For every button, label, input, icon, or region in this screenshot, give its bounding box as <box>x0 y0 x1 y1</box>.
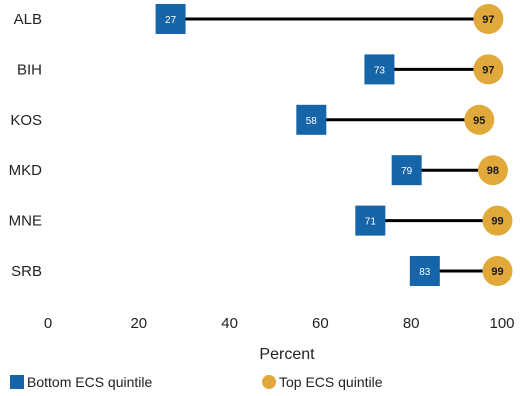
top-quintile-label-alb: 97 <box>482 14 494 26</box>
x-tick-label-20: 20 <box>130 315 147 332</box>
top-quintile-marker-mkd <box>477 155 508 186</box>
bottom-quintile-marker-alb <box>155 4 186 34</box>
x-tick-label-100: 100 <box>489 315 514 332</box>
bottom-quintile-label-mkd: 79 <box>401 166 413 177</box>
category-label-srb: SRB <box>11 263 42 280</box>
category-label-bih: BIH <box>17 61 42 78</box>
legend: Bottom ECS quintile Top ECS quintile <box>0 374 520 396</box>
bottom-quintile-marker-bih <box>364 54 395 85</box>
top-quintile-label-kos: 95 <box>473 115 485 127</box>
bottom-quintile-marker-mkd <box>391 155 422 186</box>
legend-swatch-top-quintile <box>262 375 276 389</box>
x-axis-label: Percent <box>259 346 315 363</box>
x-tick-label-60: 60 <box>312 315 329 332</box>
category-label-kos: KOS <box>10 112 42 129</box>
bottom-quintile-label-mne: 71 <box>365 217 377 228</box>
bottom-quintile-marker-kos <box>296 104 327 135</box>
legend-item-bottom-quintile: Bottom ECS quintile <box>10 374 152 390</box>
top-quintile-label-mkd: 98 <box>487 165 499 177</box>
category-label-alb: ALB <box>14 11 42 28</box>
bottom-quintile-label-kos: 58 <box>306 116 318 127</box>
top-quintile-label-bih: 97 <box>482 64 494 76</box>
top-quintile-marker-bih <box>473 54 504 85</box>
top-quintile-marker-mne <box>482 205 513 236</box>
legend-item-top-quintile: Top ECS quintile <box>262 374 383 390</box>
x-tick-label-0: 0 <box>44 315 52 332</box>
top-quintile-label-mne: 99 <box>491 216 503 228</box>
x-tick-label-40: 40 <box>221 315 238 332</box>
legend-swatch-bottom-quintile <box>10 375 24 389</box>
category-label-mne: MNE <box>9 213 42 230</box>
bottom-quintile-label-bih: 73 <box>374 65 386 76</box>
bottom-quintile-marker-mne <box>355 205 386 236</box>
category-label-mkd: MKD <box>9 162 43 179</box>
top-quintile-label-srb: 99 <box>491 266 503 278</box>
top-quintile-marker-srb <box>482 256 513 286</box>
bottom-quintile-marker-srb <box>409 256 440 286</box>
legend-label-bottom-quintile: Bottom ECS quintile <box>27 374 153 390</box>
bottom-quintile-label-alb: 27 <box>165 15 177 26</box>
bottom-quintile-label-srb: 83 <box>419 267 431 278</box>
top-quintile-marker-kos <box>464 104 495 135</box>
x-tick-label-80: 80 <box>403 315 420 332</box>
top-quintile-marker-alb <box>473 4 504 34</box>
legend-label-top-quintile: Top ECS quintile <box>279 374 383 390</box>
